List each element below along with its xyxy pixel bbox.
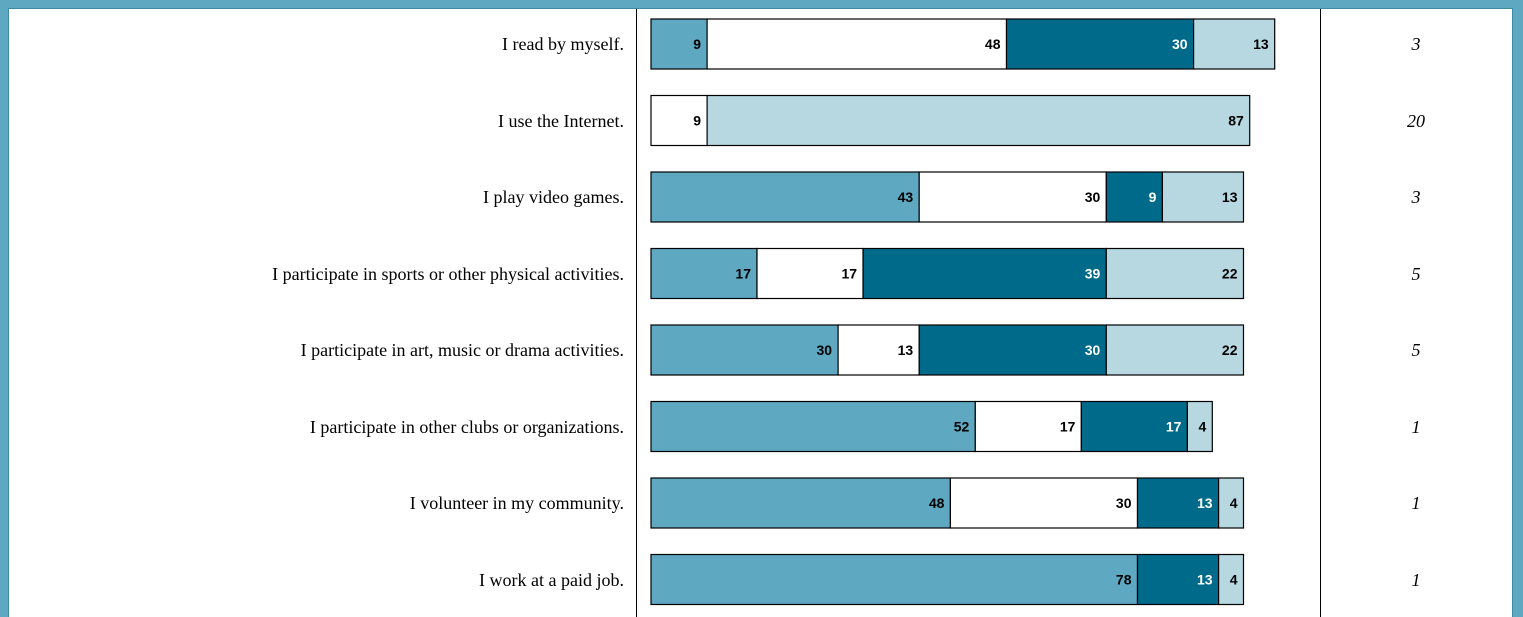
- bar-value-label: 13: [1253, 36, 1269, 52]
- bar-value-label: 13: [1222, 189, 1238, 205]
- bar-segment: [918, 171, 1107, 223]
- bar-value-label: 30: [1172, 36, 1188, 52]
- bar-value-label: 52: [954, 419, 970, 435]
- bar-segment: [918, 324, 1107, 376]
- bar-value-label: 17: [1166, 419, 1182, 435]
- bar-segment: [1080, 400, 1189, 453]
- bar-segment: [1161, 171, 1245, 223]
- bar-value-label: 48: [985, 36, 1001, 52]
- bar-value-label: 4: [1230, 572, 1238, 588]
- frame-border-right: [1513, 0, 1523, 617]
- category-label: I play video games.: [483, 187, 624, 207]
- bar-segment: [949, 477, 1139, 529]
- right-column-value: 5: [1411, 263, 1421, 284]
- category-label: I use the Internet.: [498, 110, 624, 131]
- frame-border-left: [0, 0, 8, 617]
- right-column-value: 1: [1411, 569, 1421, 590]
- bar-segment: [650, 94, 708, 147]
- bar-segment: [650, 477, 951, 529]
- bar-segment: [650, 247, 758, 300]
- bar-value-label: 43: [898, 189, 914, 205]
- bar-value-label: 9: [693, 113, 701, 129]
- bar-segment: [650, 400, 976, 453]
- category-label: I participate in art, music or drama act…: [300, 340, 624, 360]
- bar-segment: [1217, 477, 1245, 529]
- bar-segment: [1136, 477, 1220, 529]
- frame-border-top: [0, 0, 1523, 8]
- bar-value-label: 30: [1116, 495, 1132, 511]
- category-label: I participate in other clubs or organiza…: [309, 416, 624, 437]
- bar-value-label: 39: [1085, 266, 1101, 282]
- bar-segment: [650, 553, 1139, 606]
- bar-segment: [1136, 553, 1220, 606]
- bar-segment: [706, 94, 1251, 147]
- bar-value-label: 17: [735, 266, 751, 282]
- bar-segment: [650, 18, 708, 70]
- label-column-divider: [636, 9, 637, 617]
- bar-segment: [1217, 553, 1245, 606]
- bar-value-label: 78: [1116, 572, 1132, 588]
- bar-value-label: 22: [1222, 342, 1238, 358]
- bar-value-label: 13: [1197, 495, 1213, 511]
- right-column-value: 5: [1411, 340, 1421, 360]
- category-label: I work at a paid job.: [479, 569, 624, 590]
- bar-value-label: 17: [842, 266, 858, 282]
- bar-segment: [1105, 324, 1245, 376]
- bar-value-label: 13: [1197, 572, 1213, 588]
- frame-inner-line-left: [8, 8, 9, 617]
- right-column-value: 1: [1411, 416, 1421, 437]
- category-label: I volunteer in my community.: [409, 493, 624, 513]
- category-label: I read by myself.: [502, 34, 624, 54]
- right-column-value: 3: [1411, 34, 1421, 54]
- bar-segment: [650, 324, 839, 376]
- bar-value-label: 48: [929, 495, 945, 511]
- bar-segment: [706, 18, 1008, 70]
- bar-segment: [650, 171, 920, 223]
- right-column-value: 1: [1411, 493, 1421, 513]
- bar-value-label: 13: [898, 342, 914, 358]
- right-column-value: 3: [1411, 187, 1421, 207]
- category-label: I participate in sports or other physica…: [272, 263, 624, 284]
- bar-segment: [1105, 247, 1245, 300]
- bar-value-label: 9: [1149, 189, 1157, 205]
- bar-segment: [1192, 18, 1276, 70]
- bar-value-label: 30: [1085, 189, 1101, 205]
- bar-segment: [1186, 400, 1213, 453]
- value-column-divider: [1320, 9, 1321, 617]
- bar-segment: [837, 324, 920, 376]
- frame-inner-line-right: [1512, 8, 1513, 617]
- bar-value-label: 22: [1222, 266, 1238, 282]
- bar-value-label: 4: [1199, 419, 1207, 435]
- bar-segment: [862, 247, 1107, 300]
- bar-value-label: 9: [693, 36, 701, 52]
- bar-segment: [1005, 18, 1195, 70]
- bar-segment: [756, 247, 864, 300]
- bar-segment: [974, 400, 1082, 453]
- bar-value-label: 30: [1085, 342, 1101, 358]
- bar-value-label: 4: [1230, 495, 1238, 511]
- bar-value-label: 30: [817, 342, 833, 358]
- right-column-value: 20: [1407, 110, 1425, 131]
- frame-inner-line-top: [8, 8, 1513, 9]
- bar-value-label: 87: [1228, 113, 1244, 129]
- bar-value-label: 17: [1060, 419, 1076, 435]
